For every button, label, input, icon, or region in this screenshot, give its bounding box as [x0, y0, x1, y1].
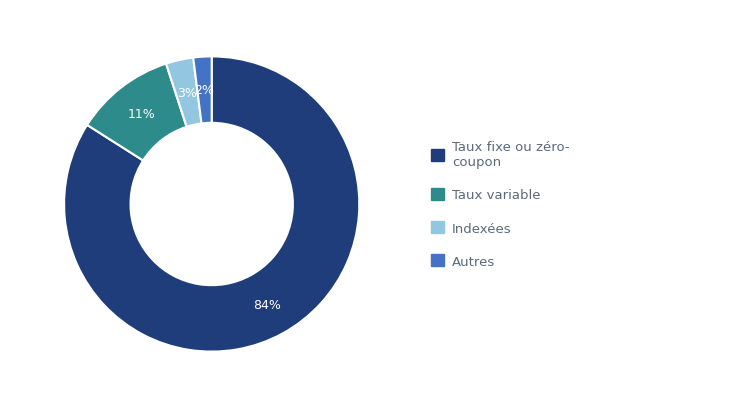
Text: 84%: 84%: [253, 298, 281, 311]
Wedge shape: [193, 57, 212, 124]
Text: 11%: 11%: [128, 108, 155, 121]
Wedge shape: [64, 57, 359, 352]
Text: 3%: 3%: [177, 87, 196, 100]
Text: 2%: 2%: [195, 84, 215, 97]
Wedge shape: [87, 65, 187, 161]
Legend: Taux fixe ou zéro-
coupon, Taux variable, Indexées, Autres: Taux fixe ou zéro- coupon, Taux variable…: [425, 134, 577, 275]
Wedge shape: [166, 58, 201, 128]
